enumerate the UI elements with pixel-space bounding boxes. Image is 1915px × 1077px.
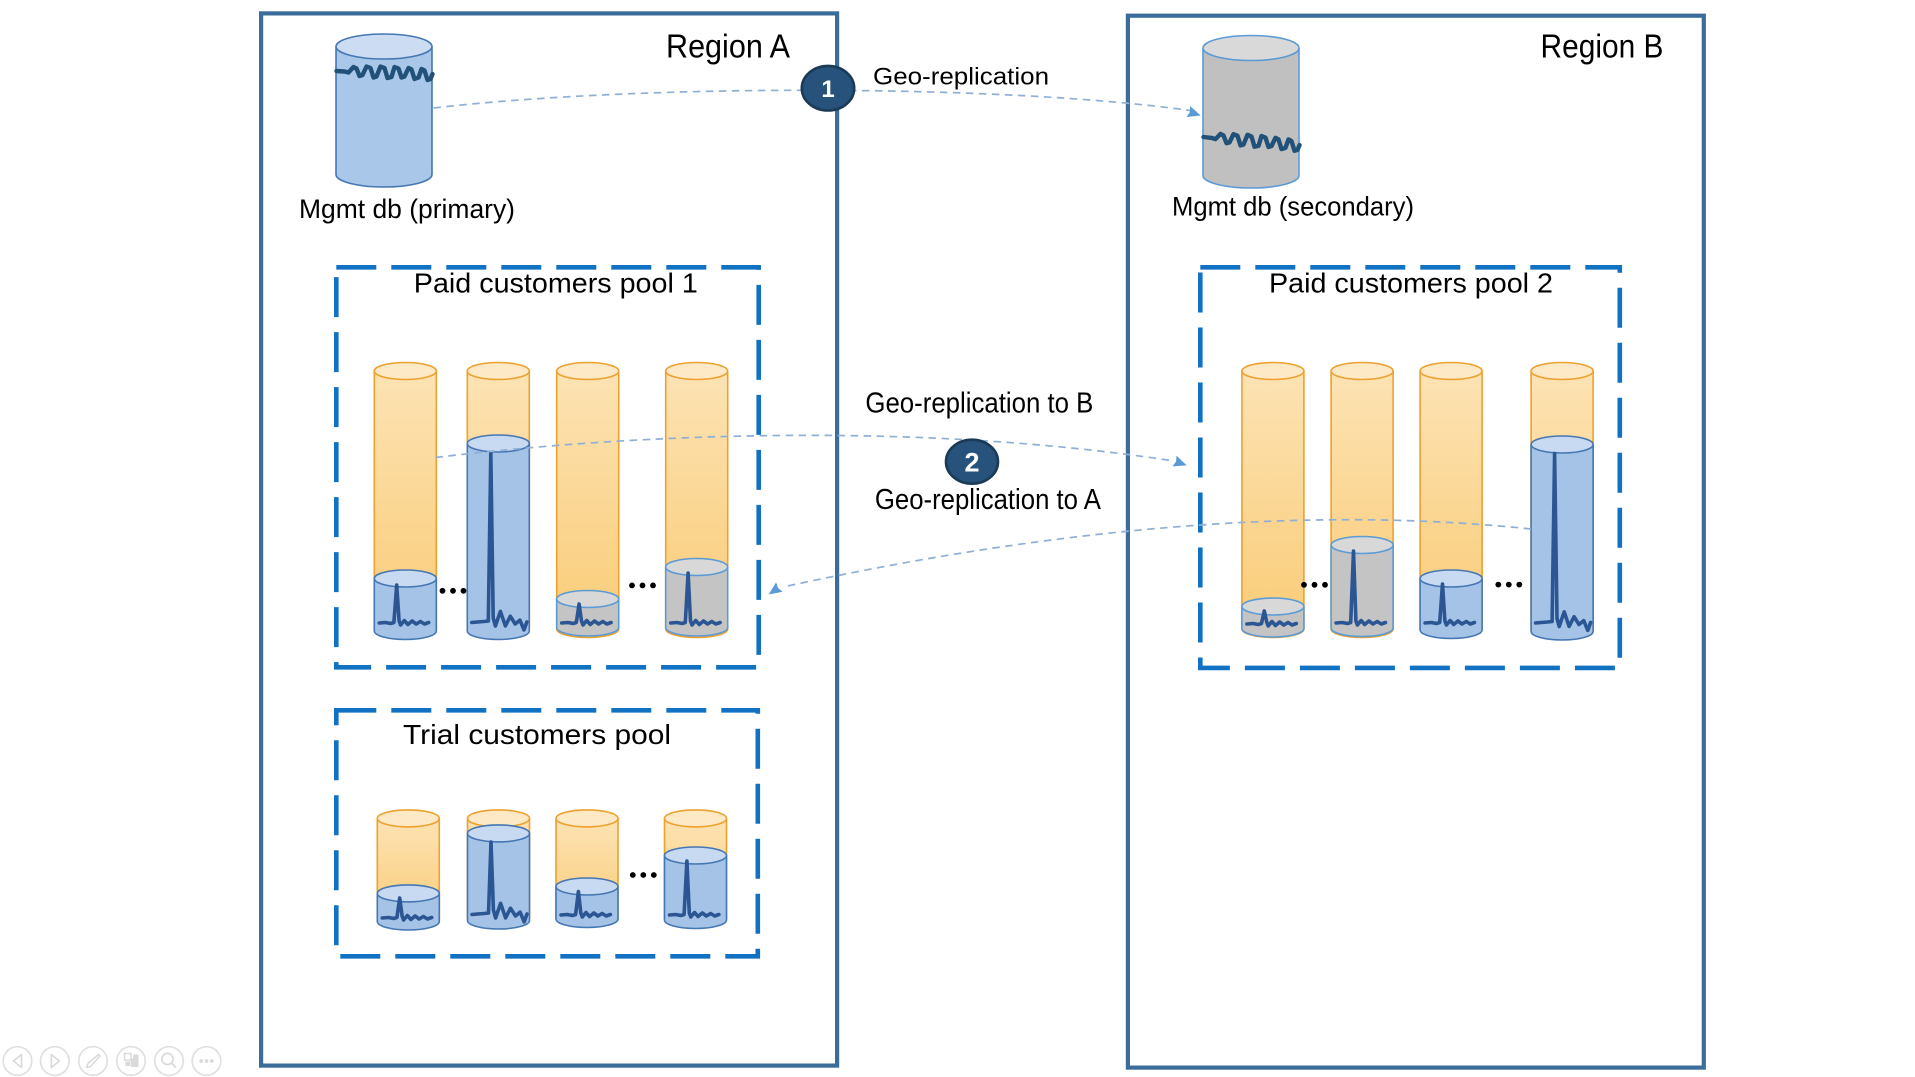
- svg-text:1: 1: [821, 76, 834, 103]
- svg-text:Paid customers pool 1: Paid customers pool 1: [414, 268, 698, 299]
- svg-text:Mgmt db (secondary): Mgmt db (secondary): [1172, 192, 1414, 222]
- svg-text:Paid customers pool 2: Paid customers pool 2: [1269, 268, 1553, 299]
- svg-text:Geo-replication to B: Geo-replication to B: [865, 387, 1093, 419]
- svg-text:Geo-replication to A: Geo-replication to A: [875, 484, 1102, 516]
- svg-text:2: 2: [964, 448, 979, 478]
- svg-text:Geo-replication: Geo-replication: [873, 63, 1049, 90]
- svg-text:Mgmt db (primary): Mgmt db (primary): [299, 194, 515, 224]
- svg-text:Trial customers pool: Trial customers pool: [403, 719, 671, 750]
- svg-text:Region A: Region A: [666, 28, 790, 65]
- svg-text:Region B: Region B: [1541, 28, 1664, 65]
